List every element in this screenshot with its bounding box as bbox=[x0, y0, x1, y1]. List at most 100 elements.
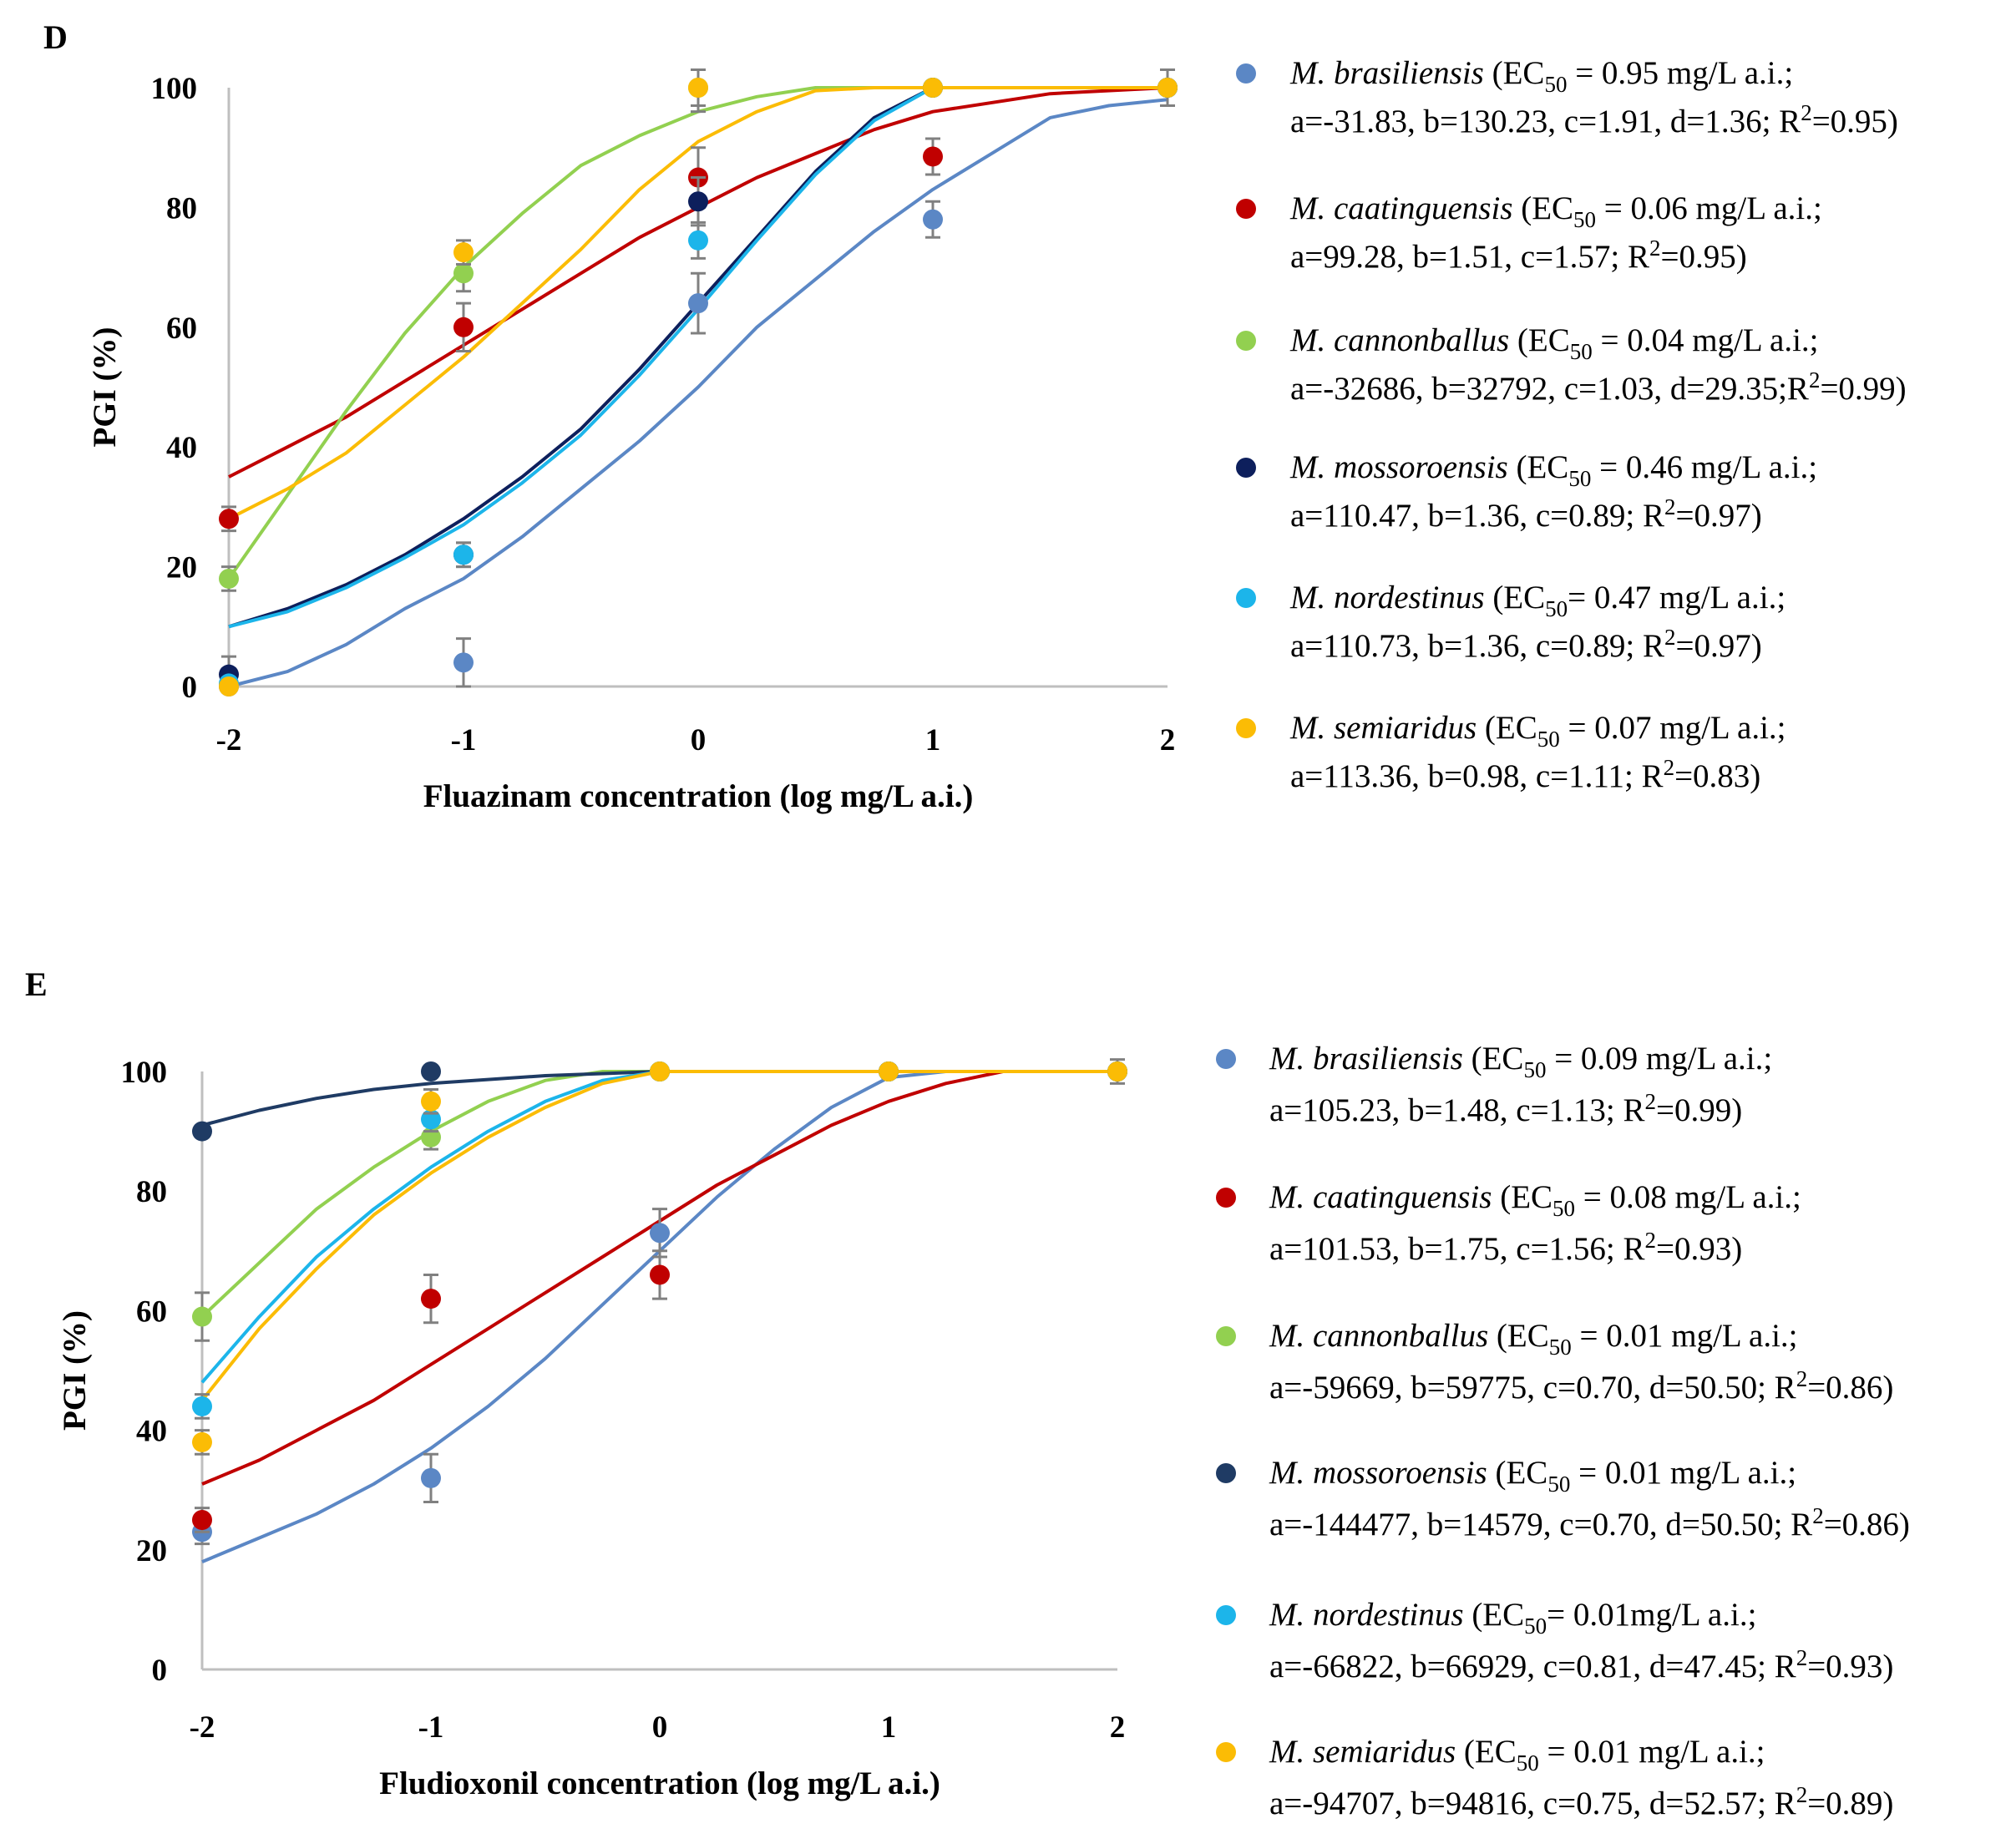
panel-e-curve-m-brasiliensis bbox=[201, 1070, 1117, 1563]
panel-e-legend-label-m-nordestinus: M. nordestinus (EC50= 0.01mg/L a.i.; bbox=[1269, 1597, 1756, 1639]
panel-d-legend-label-m-cannonballus: M. cannonballus (EC50 = 0.04 mg/L a.i.; bbox=[1289, 322, 1819, 364]
panel-d-curve-m-brasiliensis bbox=[228, 98, 1168, 688]
panel-e-legend-marker-m-nordestinus bbox=[1216, 1605, 1236, 1625]
panel-d-y-tick-100: 100 bbox=[151, 72, 198, 106]
panel-d-point-m-brasiliensis-2 bbox=[688, 293, 708, 314]
panel-e-curve-m-mossoroensis bbox=[201, 1070, 1117, 1127]
panel-d-point-m-mossoroensis-2 bbox=[688, 191, 708, 212]
panel-e-point-m-brasiliensis-2 bbox=[650, 1223, 670, 1244]
panel-e-legend-marker-m-brasiliensis bbox=[1216, 1049, 1236, 1069]
panel-e-point-m-mossoroensis-0 bbox=[192, 1121, 212, 1142]
panel-e-y-tick-40: 40 bbox=[136, 1415, 167, 1449]
panel-d-y-tick-60: 60 bbox=[166, 312, 197, 346]
panel-e-legend-marker-m-mossoroensis bbox=[1216, 1463, 1236, 1483]
panel-e-legend-marker-m-cannonballus bbox=[1216, 1326, 1236, 1346]
panel-d-legend-label-m-mossoroensis: M. mossoroensis (EC50 = 0.46 mg/L a.i.; bbox=[1289, 449, 1817, 491]
panel-d-legend-marker-m-brasiliensis bbox=[1236, 63, 1256, 84]
panel-e-point-m-caatinguensis-0 bbox=[192, 1510, 212, 1530]
panel-e-legend-params-m-cannonballus: a=-59669, b=59775, c=0.70, d=50.50; R2=0… bbox=[1269, 1366, 1893, 1406]
panel-e-point-m-brasiliensis-1 bbox=[421, 1467, 441, 1488]
panel-d-x-tick-1: 1 bbox=[925, 723, 941, 757]
panel-e-label: E bbox=[25, 965, 48, 1003]
panel-d-legend-label-m-semiaridus: M. semiaridus (EC50 = 0.07 mg/L a.i.; bbox=[1289, 710, 1786, 752]
panel-e-x-tick-1: 1 bbox=[881, 1710, 897, 1745]
panel-d-x-tick-0: 0 bbox=[691, 723, 707, 757]
panel-d-label: D bbox=[43, 18, 68, 56]
panel-e-legend-marker-m-semiaridus bbox=[1216, 1742, 1236, 1762]
panel-e-legend: M. brasiliensis (EC50 = 0.09 mg/L a.i.; a… bbox=[1216, 1041, 1910, 1821]
panel-e-legend-params-m-mossoroensis: a=-144477, b=14579, c=0.70, d=50.50; R2=… bbox=[1269, 1503, 1910, 1543]
panel-d-point-m-brasiliensis-1 bbox=[453, 652, 474, 673]
panel-e-y-tick-60: 60 bbox=[136, 1294, 167, 1329]
panel-d-legend-params-m-brasiliensis: a=-31.83, b=130.23, c=1.91, d=1.36; R2=0… bbox=[1290, 100, 1898, 139]
panel-d-legend-params-m-nordestinus: a=110.73, b=1.36, c=0.89; R2=0.97) bbox=[1290, 625, 1762, 664]
panel-e-y-tick-20: 20 bbox=[136, 1534, 167, 1568]
panel-e-point-m-caatinguensis-2 bbox=[650, 1264, 670, 1285]
panel-d-point-m-semiaridus-2 bbox=[688, 78, 708, 98]
panel-d-legend-label-m-caatinguensis: M. caatinguensis (EC50 = 0.06 mg/L a.i.; bbox=[1289, 190, 1822, 232]
panel-e-x-tick-0: 0 bbox=[652, 1710, 668, 1745]
panel-e-point-m-semiaridus-2 bbox=[650, 1061, 670, 1082]
panel-d-legend-params-m-caatinguensis: a=99.28, b=1.51, c=1.57; R2=0.95) bbox=[1290, 236, 1747, 275]
panel-e-point-m-cannonballus-0 bbox=[192, 1306, 212, 1327]
panel-d-point-m-semiaridus-0 bbox=[219, 676, 239, 697]
panel-e-point-m-semiaridus-4 bbox=[1107, 1061, 1127, 1082]
panel-d-point-m-nordestinus-1 bbox=[453, 545, 474, 565]
panel-e-y-tick-0: 0 bbox=[152, 1654, 168, 1688]
panel-d-point-m-semiaridus-4 bbox=[1157, 78, 1178, 98]
panel-e-point-m-nordestinus-0 bbox=[192, 1396, 212, 1416]
panel-e-legend-label-m-cannonballus: M. cannonballus (EC50 = 0.01 mg/L a.i.; bbox=[1269, 1318, 1798, 1360]
panel-d-x-tick-1: -1 bbox=[451, 723, 477, 757]
panel-e-y-axis-title: PGI (%) bbox=[57, 1310, 93, 1431]
panel-d-curve-m-nordestinus bbox=[228, 86, 1168, 629]
panel-e-x-tick-2: -2 bbox=[190, 1710, 215, 1745]
panel-e-x-tick-1: -1 bbox=[418, 1710, 444, 1745]
panel-d-y-tick-20: 20 bbox=[166, 551, 197, 585]
panel-e-y-tick-100: 100 bbox=[121, 1056, 168, 1090]
panel-e-curve-m-caatinguensis bbox=[201, 1070, 1117, 1486]
panel-d-legend-params-m-semiaridus: a=113.36, b=0.98, c=1.11; R2=0.83) bbox=[1290, 755, 1760, 794]
panel-d-point-m-caatinguensis-1 bbox=[453, 317, 474, 337]
panel-d-y-tick-40: 40 bbox=[166, 431, 197, 465]
panel-d-x-tick-2: 2 bbox=[1160, 723, 1176, 757]
panel-e: E 0 20 40 60 80 100 -2 -1 0 1 2 Fludioxonil concentr… bbox=[25, 965, 1910, 1821]
panel-d-legend-params-m-cannonballus: a=-32686, b=32792, c=1.03, d=29.35;R2=0.… bbox=[1290, 367, 1907, 407]
panel-d: D 0 20 40 60 80 100 -2 -1 0 1 2 Fluazinam concentrat… bbox=[43, 18, 1907, 814]
panel-d-legend-marker-m-cannonballus bbox=[1236, 331, 1256, 351]
panel-d-y-axis-title: PGI (%) bbox=[87, 327, 123, 447]
panel-d-curve-m-cannonballus bbox=[227, 86, 1168, 580]
panel-d-x-tick-2: -2 bbox=[216, 723, 242, 757]
panel-e-legend-label-m-mossoroensis: M. mossoroensis (EC50 = 0.01 mg/L a.i.; bbox=[1269, 1455, 1796, 1497]
panel-d-legend-label-m-brasiliensis: M. brasiliensis (EC50 = 0.95 mg/L a.i.; bbox=[1289, 55, 1793, 97]
panel-e-legend-label-m-semiaridus: M. semiaridus (EC50 = 0.01 mg/L a.i.; bbox=[1269, 1734, 1765, 1776]
panel-e-legend-params-m-brasiliensis: a=105.23, b=1.48, c=1.13; R2=0.99) bbox=[1269, 1089, 1742, 1128]
panel-e-legend-params-m-semiaridus: a=-94707, b=94816, c=0.75, d=52.57; R2=0… bbox=[1269, 1782, 1893, 1821]
panel-d-point-m-cannonballus-1 bbox=[453, 263, 474, 284]
panel-e-point-m-semiaridus-3 bbox=[879, 1061, 899, 1082]
panel-d-point-m-semiaridus-3 bbox=[923, 78, 943, 98]
panel-d-curve-m-mossoroensis bbox=[228, 86, 1168, 629]
panel-d-legend: M. brasiliensis (EC50 = 0.95 mg/L a.i.;a… bbox=[1236, 55, 1907, 794]
panel-e-legend-params-m-caatinguensis: a=101.53, b=1.75, c=1.56; R2=0.93) bbox=[1269, 1228, 1742, 1267]
panel-d-legend-label-m-nordestinus: M. nordestinus (EC50= 0.47 mg/L a.i.; bbox=[1289, 580, 1786, 621]
panel-d-curve-m-caatinguensis bbox=[228, 86, 1168, 479]
panel-d-legend-marker-m-mossoroensis bbox=[1236, 458, 1256, 478]
panel-e-x-axis-title: Fludioxonil concentration (log mg/L a.i.… bbox=[379, 1765, 940, 1801]
panel-d-point-m-semiaridus-1 bbox=[453, 242, 474, 263]
panel-e-curve-m-semiaridus bbox=[200, 1070, 1117, 1402]
panel-d-legend-marker-m-semiaridus bbox=[1236, 718, 1256, 738]
panel-e-legend-label-m-brasiliensis: M. brasiliensis (EC50 = 0.09 mg/L a.i.; bbox=[1269, 1041, 1772, 1082]
panel-e-legend-marker-m-caatinguensis bbox=[1216, 1188, 1236, 1208]
panel-d-point-m-caatinguensis-0 bbox=[219, 509, 239, 529]
panel-d-legend-params-m-mossoroensis: a=110.47, b=1.36, c=0.89; R2=0.97) bbox=[1290, 494, 1762, 534]
panel-e-legend-params-m-nordestinus: a=-66822, b=66929, c=0.81, d=47.45; R2=0… bbox=[1269, 1645, 1893, 1684]
panel-e-legend-label-m-caatinguensis: M. caatinguensis (EC50 = 0.08 mg/L a.i.; bbox=[1269, 1179, 1801, 1221]
panel-d-x-axis-title: Fluazinam concentration (log mg/L a.i.) bbox=[423, 778, 974, 814]
panel-e-y-tick-80: 80 bbox=[136, 1175, 167, 1209]
panel-e-point-m-semiaridus-1 bbox=[421, 1091, 441, 1112]
panel-d-curve-m-semiaridus bbox=[228, 86, 1168, 520]
panel-d-y-tick-80: 80 bbox=[166, 191, 197, 225]
panel-e-point-m-caatinguensis-1 bbox=[421, 1289, 441, 1310]
panel-d-point-m-cannonballus-0 bbox=[219, 568, 239, 589]
